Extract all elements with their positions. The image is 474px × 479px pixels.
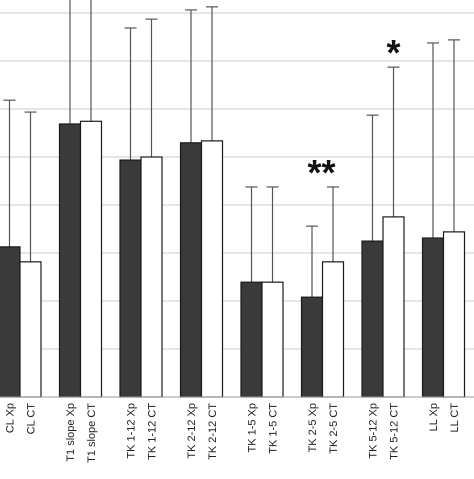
bar [321, 261, 345, 398]
category-label: TK 1-12 Xp [126, 403, 138, 459]
category-labels: CL Xp CL CT T1 slope Xp T1 slope CT TK 1-12 … [5, 403, 462, 463]
bar [421, 237, 445, 398]
bar [179, 142, 203, 398]
bar [119, 159, 142, 398]
bar [382, 216, 405, 398]
category-label: TK 1-5 CT [268, 403, 280, 454]
category-label: TK 1-5 Xp [247, 403, 259, 453]
bar [261, 281, 284, 398]
category-label: TK 1-12 CT [147, 403, 159, 460]
bar [0, 246, 21, 398]
category-label: TK 2-12 Xp [186, 403, 198, 459]
category-label: CL CT [26, 403, 38, 435]
bar [79, 120, 103, 398]
significance-marker: * [386, 32, 400, 73]
category-label: LL CT [449, 403, 461, 433]
category-label: TK 2-5 CT [328, 403, 340, 454]
category-label: TK 2-12 CT [207, 403, 219, 460]
bars [0, 120, 466, 398]
category-label: CL Xp [5, 403, 17, 433]
category-label: TK 5-12 CT [389, 403, 401, 460]
significance-marker: ** [307, 152, 335, 193]
category-label: T1 slope CT [86, 403, 98, 463]
bar [140, 156, 163, 398]
bar [300, 296, 324, 398]
significance-annotations: *** [307, 32, 400, 193]
category-label: LL Xp [428, 403, 440, 431]
bar [200, 140, 224, 398]
error-bars [3, 0, 460, 298]
bar [240, 281, 263, 398]
category-label: TK 2-5 Xp [307, 403, 319, 453]
category-label: TK 5-12 Xp [368, 403, 380, 459]
category-label: T1 slope Xp [65, 403, 77, 462]
bar [58, 123, 82, 398]
bar [442, 231, 466, 398]
bar [19, 261, 42, 398]
bar [361, 240, 384, 398]
